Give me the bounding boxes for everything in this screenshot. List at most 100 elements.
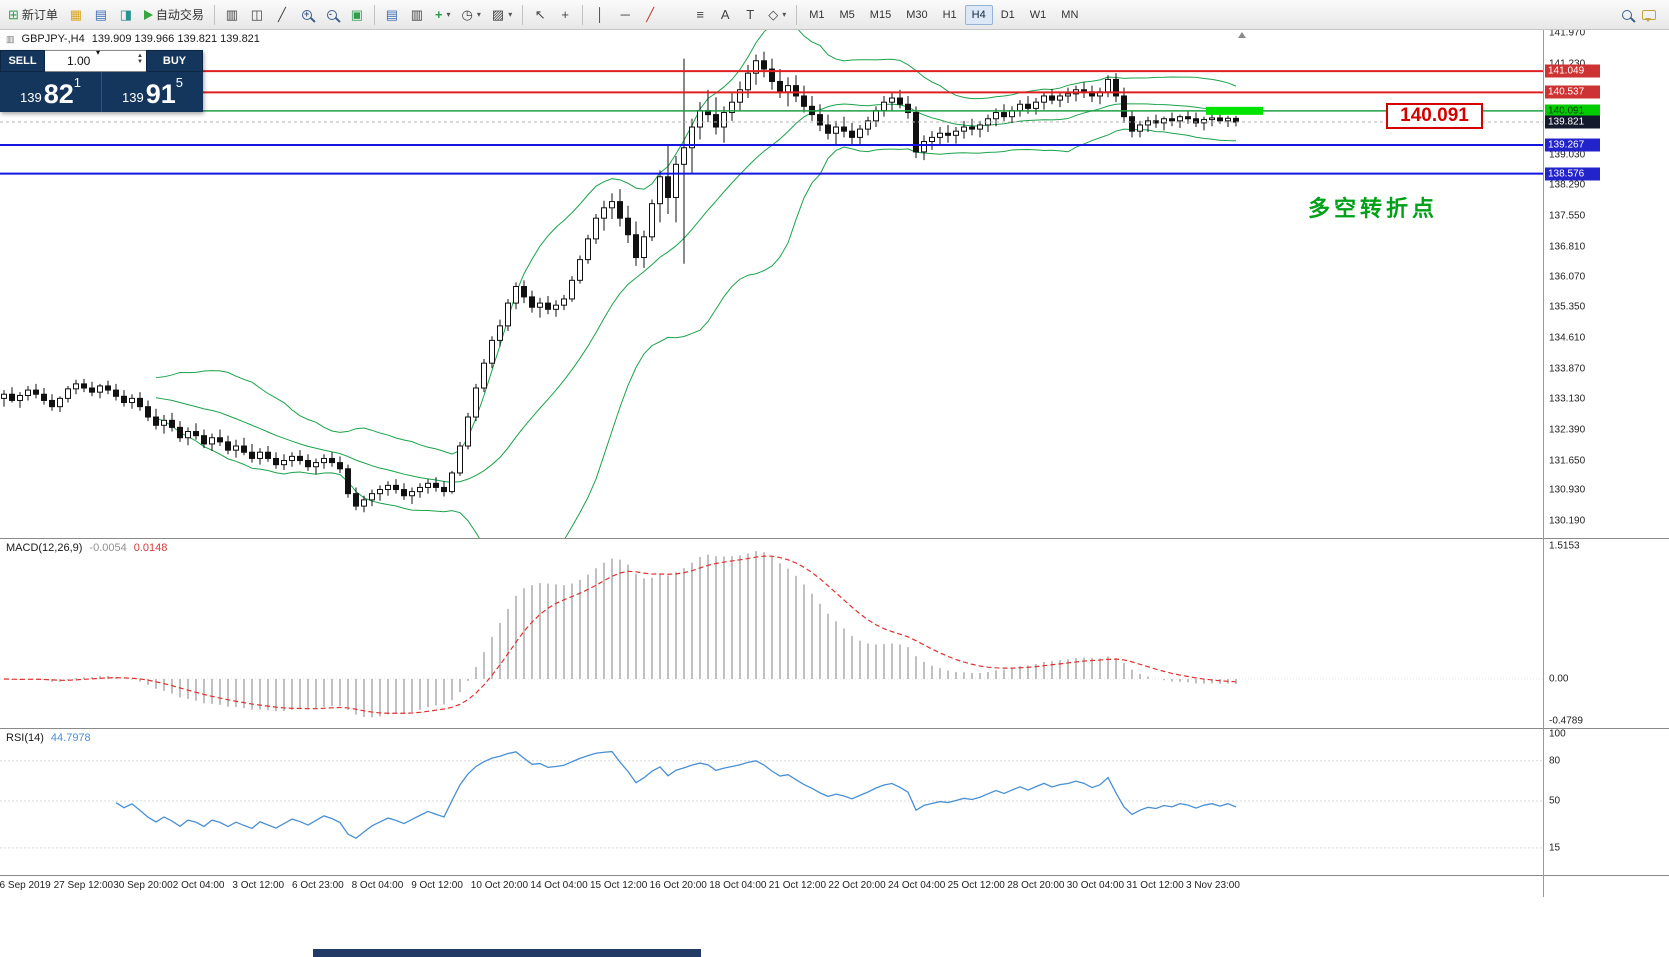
lot-size-value: 1.00 [67,54,91,68]
turning-point-annotation[interactable]: 多空转折点 [1308,196,1439,221]
timeframe-mn[interactable]: MN [1061,8,1079,21]
crosshair-icon: + [561,7,570,22]
chevron-down-icon: ▾ [782,10,787,19]
templates-icon: ▨ [491,7,505,22]
buy-button[interactable]: BUY [146,50,203,72]
channel-button[interactable] [663,3,687,27]
navigator-button[interactable]: ▤ [380,3,404,27]
timeframe-m30[interactable]: M30 [906,8,928,21]
fibonacci-button[interactable]: ≡ [688,3,712,27]
horizontal-scrollbar[interactable] [313,949,701,957]
charts-button[interactable]: ▦ [64,3,88,27]
rsi-name: RSI(14) [6,732,44,744]
lot-spinner[interactable]: ▲ ▼ [137,53,143,65]
time-axis-label: 9 Oct 12:00 [411,880,463,891]
tile-windows-icon: ▣ [350,7,364,22]
rsi-axis-label: 50 [1549,795,1561,807]
macd-panel[interactable]: MACD(12,26,9) -0.0054 0.0148 [0,538,1543,728]
sell-price-sup: 1 [73,75,81,90]
zoom-out-button[interactable]: - [320,3,344,27]
crosshair-button[interactable]: + [553,3,577,27]
indicators-button[interactable]: + ▾ [430,3,456,27]
rsi-canvas[interactable] [0,729,1543,876]
price-level-annotation[interactable]: 140.091 [1386,103,1483,129]
clock-icon: ◷ [461,7,473,22]
spinner-up-icon[interactable]: ▲ [137,53,143,59]
macd-axis-label: 0.00 [1549,673,1569,685]
timeframe-d1[interactable]: D1 [1000,8,1015,21]
timeframe-m15[interactable]: M15 [869,8,892,21]
price-axis-label: 139.030 [1549,149,1586,161]
auto-trading-label: 自动交易 [155,8,204,22]
price-axis-label: 135.350 [1549,301,1586,313]
zoom-in-button[interactable]: + [295,3,319,27]
price-axis-label: 136.810 [1549,241,1586,253]
time-axis-label: 27 Sep 12:00 [53,880,114,891]
time-axis-label: 3 Oct 12:00 [232,880,285,891]
navigator-icon: ▤ [385,7,399,22]
market-watch-button[interactable]: ◨ [114,3,138,27]
terminal-button[interactable]: ▥ [405,3,429,27]
sell-price[interactable]: 139 82 1 [0,72,101,112]
rsi-axis-label: 15 [1549,842,1561,854]
sell-button[interactable]: SELL [0,50,45,72]
price-badge: 140.537 [1545,85,1600,99]
timeframe-m1[interactable]: M1 [809,8,825,21]
axis-separator [1543,30,1544,897]
timeframe-m5[interactable]: M5 [839,8,855,21]
templates-button[interactable]: ▨ ▾ [487,3,517,27]
periods-button[interactable]: ◷ ▾ [457,3,486,27]
trendline-button[interactable]: ╱ [638,3,662,27]
timeframe-h1[interactable]: H1 [942,8,957,21]
toolbar-separator [582,4,584,25]
macd-label: MACD(12,26,9) -0.0054 0.0148 [6,542,167,554]
rsi-axis[interactable]: 100 80 50 15 [1544,728,1669,875]
lot-size-field[interactable]: 1.00 ▲ ▼ [45,50,146,72]
fibonacci-icon: ≡ [696,7,705,22]
price-axis[interactable]: 141.970 141.230 139.030 138.290 137.550 136.8… [1544,27,1669,538]
profiles-button[interactable]: ▤ [89,3,113,27]
shapes-button[interactable]: ◇ ▾ [763,3,791,27]
zoom-out-icon: - [326,9,337,20]
buy-price[interactable]: 139 91 5 [102,72,203,112]
terminal-icon: ▥ [410,7,424,22]
label-icon: T [746,7,755,22]
trendline-icon: ╱ [646,7,655,22]
sell-price-big: 82 [43,79,74,110]
cursor-button[interactable]: ↖ [528,3,552,27]
price-divider [101,72,102,112]
buy-price-sup: 5 [175,75,183,90]
spinner-down-icon[interactable]: ▼ [137,59,143,65]
bar-chart-button[interactable]: ▥ [220,3,244,27]
price-axis-label: 141.970 [1549,27,1586,39]
time-axis-label: 18 Oct 04:00 [709,880,767,891]
timeframe-w1[interactable]: W1 [1029,8,1047,21]
chat-icon[interactable] [1642,9,1656,22]
toolbar: ⊞ 新订单 ▦ ▤ ◨ 自动交易 ▥ ◫ ╱ + - [0,0,1669,30]
profiles-icon: ▤ [94,7,108,22]
vertical-line-button[interactable]: │ [588,3,612,27]
trade-panel-menu-icon[interactable]: ▾ [96,48,101,57]
line-chart-button[interactable]: ╱ [270,3,294,27]
zoom-in-icon: + [301,9,312,20]
time-axis-label: 16 Oct 20:00 [649,880,707,891]
text-button[interactable]: A [713,3,737,27]
price-chart[interactable]: ▥ GBPJPY-,H4 139.909 139.966 139.821 139… [0,30,1543,538]
time-axis-label: 30 Oct 04:00 [1066,880,1125,891]
auto-trading-button[interactable]: 自动交易 [139,3,209,27]
candlestick-chart-button[interactable]: ◫ [245,3,269,27]
new-order-button[interactable]: ⊞ 新订单 [3,3,63,27]
search-icon[interactable] [1622,9,1632,20]
chevron-down-icon: ▾ [476,10,481,19]
price-axis-label: 136.070 [1549,271,1586,283]
time-axis-label: 30 Sep 20:00 [113,880,173,891]
price-chart-canvas[interactable] [0,30,1543,538]
label-button[interactable]: T [738,3,762,27]
rsi-panel[interactable]: RSI(14) 44.7978 [0,728,1543,875]
tile-windows-button[interactable]: ▣ [345,3,369,27]
macd-canvas[interactable] [0,539,1543,729]
horizontal-line-button[interactable]: ─ [613,3,637,27]
macd-axis[interactable]: 1.5153 0.00 -0.4789 [1544,538,1669,728]
timeframe-h4[interactable]: H4 [964,4,993,25]
